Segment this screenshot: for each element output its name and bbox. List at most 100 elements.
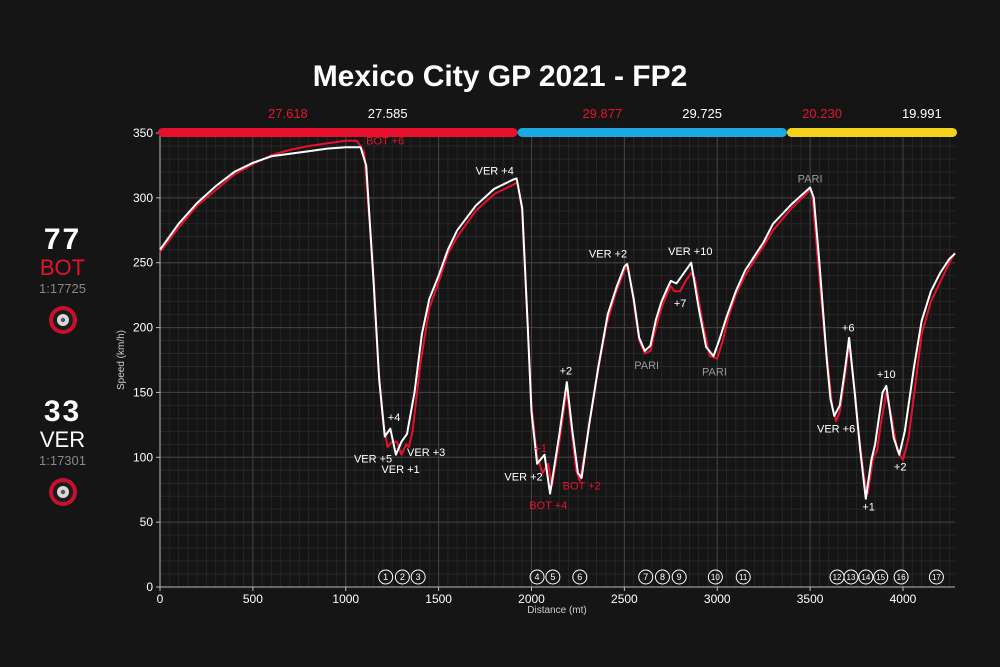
sector-ver-time: 27.585 — [368, 106, 408, 121]
corner-marker — [394, 569, 410, 585]
annotation-label: VER +6 — [817, 424, 855, 436]
corner-label: 6 — [577, 572, 582, 582]
sector-ver-time: 29.725 — [682, 106, 722, 121]
annotation-label: VER +4 — [476, 166, 514, 178]
page-title: Mexico City GP 2021 - FP2 — [312, 60, 688, 93]
corner-label: 9 — [677, 572, 682, 582]
x-tick-label: 1500 — [425, 592, 452, 606]
annotation-label: VER +3 — [407, 447, 445, 459]
driver-bot-panel: 77 BOT 1:17725 — [0, 225, 125, 340]
annotation-label: +6 — [842, 322, 855, 334]
corner-marker — [858, 569, 874, 585]
grid — [159, 132, 955, 588]
speed-traces — [159, 139, 956, 500]
annotation-label: VER +2 — [589, 249, 627, 261]
driver-code: VER — [39, 427, 86, 452]
annotation-label: +2 — [894, 461, 907, 473]
corner-label: 15 — [876, 573, 885, 582]
corner-label: 17 — [932, 573, 941, 582]
corner-marker — [572, 569, 588, 585]
corner-label: 13 — [847, 573, 856, 582]
corner-label: 5 — [550, 572, 555, 582]
sector-ver-time: 19.991 — [902, 106, 942, 121]
annotation-label: VER +10 — [668, 246, 712, 258]
annotation-label: VER +5 — [354, 453, 392, 465]
annotation-label: PARI — [702, 367, 727, 379]
driver-number: 33 — [43, 395, 82, 428]
x-tick-label: 500 — [243, 592, 263, 606]
corner-marker — [378, 569, 394, 585]
series-line-ver — [159, 146, 956, 500]
annotation-label: +7 — [674, 298, 687, 310]
sector-bot-time: 29.877 — [582, 106, 622, 121]
corner-label: 11 — [739, 573, 748, 582]
corner-label: 4 — [535, 572, 540, 582]
y-tick-label: 200 — [133, 321, 153, 335]
x-tick-label: 3500 — [797, 592, 824, 606]
corner-marker — [671, 569, 687, 585]
tyre-icon — [48, 478, 77, 506]
driver-lap-time: 1:17725 — [39, 281, 86, 296]
x-tick-label: 1000 — [332, 592, 359, 606]
corner-marker — [893, 569, 909, 585]
y-tick-label: 350 — [133, 126, 153, 140]
driver-number: 77 — [43, 223, 82, 256]
annotation-label: +10 — [877, 369, 896, 381]
x-tick-label: 2000 — [518, 592, 545, 606]
x-tick-label: 3000 — [704, 592, 731, 606]
driver-ver-panel: 33 VER 1:17301 — [0, 397, 125, 512]
annotation-label: VER +2 — [504, 472, 542, 484]
driver-code: BOT — [39, 255, 86, 280]
annotation-label: +4 — [388, 412, 401, 424]
sector-bar-2 — [517, 128, 787, 137]
corner-label: 8 — [660, 572, 665, 582]
y-tick-label: 0 — [146, 580, 153, 594]
annotation-label: PARI — [634, 360, 659, 372]
corner-marker — [638, 569, 654, 585]
corner-marker — [529, 569, 545, 585]
y-tick-label: 300 — [133, 191, 153, 205]
y-tick-label: 50 — [140, 515, 154, 529]
annotation-label: +1 — [535, 443, 548, 455]
corner-marker — [873, 569, 889, 585]
annotation-label: BOT +4 — [529, 500, 567, 512]
driver-lap-time: 1:17301 — [39, 453, 86, 468]
x-tick-label: 4000 — [890, 592, 917, 606]
corner-marker — [654, 569, 670, 585]
sector-bot-time: 20.230 — [802, 106, 842, 121]
corner-label: 10 — [711, 573, 720, 582]
corner-label: 3 — [416, 572, 421, 582]
y-tick-label: 250 — [133, 256, 153, 270]
corner-label: 2 — [400, 572, 405, 582]
corner-label: 12 — [833, 573, 842, 582]
tyre-icon — [48, 306, 77, 334]
annotation-label: BOT +6 — [366, 136, 404, 148]
corner-marker — [707, 569, 723, 585]
annotation-label: VER +1 — [381, 464, 419, 476]
corner-marker — [928, 569, 944, 585]
sector-bars: 27.618 27.585 29.877 29.725 20.230 19.991 — [158, 106, 957, 137]
sector-bar-1 — [158, 128, 518, 137]
sector-bot-time: 27.618 — [268, 106, 308, 121]
corner-marker — [545, 569, 561, 585]
x-tick-label: 0 — [157, 592, 164, 606]
corner-label: 14 — [861, 573, 870, 582]
annotation-label: +1 — [862, 501, 875, 513]
corner-marker — [410, 569, 426, 585]
y-tick-label: 100 — [133, 450, 153, 464]
corner-label: 1 — [383, 572, 388, 582]
x-tick-label: 2500 — [611, 592, 638, 606]
corner-markers: 1 2 3 4 5 6 7 8 9 10 11 12 13 14 15 16 17 — [378, 569, 944, 585]
sector-bar-3 — [786, 128, 957, 137]
axes: 0 500 1000 1500 2000 2500 3000 3500 400005010015… — [133, 126, 955, 606]
annotation-label: BOT +2 — [563, 481, 601, 493]
corner-marker — [843, 569, 859, 585]
annotation-label: PARI — [798, 173, 823, 185]
x-axis-label: Distance (mt) — [527, 605, 586, 616]
corner-label: 7 — [643, 572, 648, 582]
y-axis-label: Speed (km/h) — [116, 330, 127, 390]
y-tick-label: 150 — [133, 385, 153, 399]
